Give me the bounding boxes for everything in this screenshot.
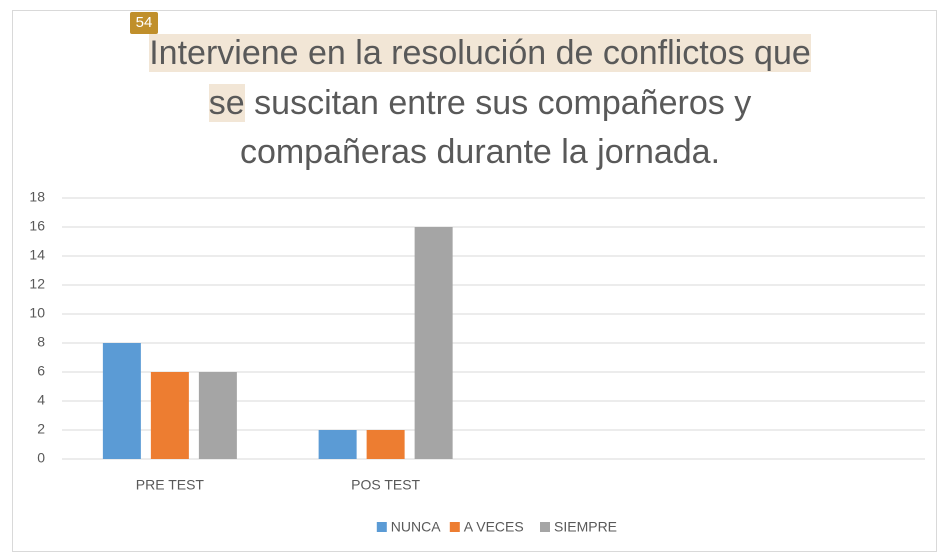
- y-tick-label: 6: [37, 363, 45, 379]
- y-tick-label: 8: [37, 334, 45, 350]
- legend-swatch: [449, 522, 460, 532]
- bar: [414, 227, 453, 459]
- title-text: se: [208, 84, 245, 122]
- title-line: se suscitan entre sus compañeros y: [0, 81, 939, 125]
- title-line: Interviene en la resolución de conflicto…: [0, 31, 939, 75]
- bar: [198, 372, 237, 459]
- x-tick-label: PRE TEST: [136, 477, 205, 493]
- legend-label: SIEMPRE: [554, 519, 617, 535]
- legend-label: A VECES: [464, 519, 524, 535]
- y-tick-label: 16: [29, 218, 45, 234]
- x-tick-label: POS TEST: [351, 477, 420, 493]
- y-tick-label: 2: [37, 421, 45, 437]
- title-text: compañeras durante la jornada.: [239, 133, 721, 171]
- title-line: compañeras durante la jornada.: [0, 130, 939, 174]
- y-tick-label: 12: [29, 276, 45, 292]
- y-tick-label: 4: [37, 392, 45, 408]
- y-tick-label: 18: [29, 189, 45, 205]
- bar: [318, 430, 357, 459]
- slide-badge: 54: [130, 12, 158, 34]
- y-tick-label: 10: [29, 305, 45, 321]
- title-text: suscitan entre sus compañeros y: [254, 84, 752, 122]
- y-tick-label: 0: [37, 450, 45, 466]
- bar: [150, 372, 189, 459]
- bar: [366, 430, 405, 459]
- chart-frame: [12, 10, 937, 552]
- y-tick-label: 14: [29, 247, 45, 263]
- legend-label: NUNCA: [391, 519, 441, 535]
- title-text: Interviene en la resolución de conflicto…: [149, 34, 811, 72]
- bar: [102, 343, 141, 459]
- legend-swatch: [376, 522, 387, 532]
- legend-swatch: [540, 522, 550, 532]
